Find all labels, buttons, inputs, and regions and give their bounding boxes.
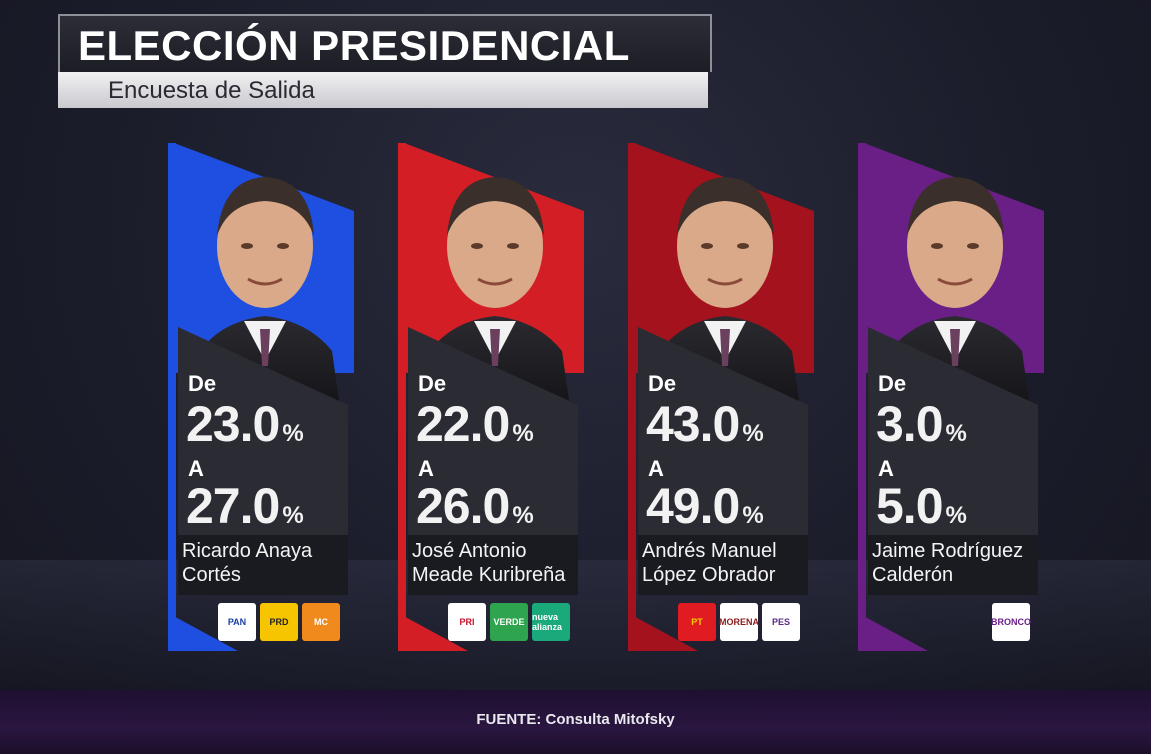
page-title: ELECCIÓN PRESIDENCIAL — [78, 22, 630, 69]
party-logo-icon: BRONCO — [991, 603, 1031, 641]
subtitle-banner: Encuesta de Salida — [58, 72, 708, 108]
candidate-name: Ricardo Anaya Cortés — [182, 540, 313, 586]
name-box — [638, 535, 808, 595]
candidate-card: De 22.0% A 26.0% José Antonio Meade Kurib… — [398, 143, 584, 651]
to-label: A — [188, 456, 204, 481]
party-logo-icon: nueva alianza — [532, 603, 570, 641]
range-low-value: 23.0% — [186, 396, 304, 452]
range-low-value: 3.0% — [876, 396, 967, 452]
range-high-value: 26.0% — [416, 478, 534, 534]
from-label: De — [188, 371, 217, 396]
name-box — [408, 535, 578, 595]
page-subtitle: Encuesta de Salida — [108, 77, 315, 104]
to-label: A — [878, 456, 894, 481]
party-logo-icon: PT — [678, 603, 716, 641]
party-logo-icon: PRD — [260, 603, 298, 641]
party-logo-icon: MC — [302, 603, 340, 641]
party-logo-icon: PES — [762, 603, 800, 641]
range-low-value: 22.0% — [416, 396, 534, 452]
candidate-card: De 23.0% A 27.0% Ricardo Anaya Cortés PAN… — [168, 143, 354, 651]
from-label: De — [648, 371, 677, 396]
party-logo-icon: VERDE — [490, 603, 528, 641]
source-credit: FUENTE: Consulta Mitofsky — [476, 711, 675, 728]
candidate-card: De 3.0% A 5.0% Jaime Rodríguez Calderón B… — [858, 143, 1044, 651]
range-high-value: 27.0% — [186, 478, 304, 534]
title-banner: ELECCIÓN PRESIDENCIAL — [58, 14, 712, 72]
name-box — [868, 535, 1038, 595]
candidate-card: De 43.0% A 49.0% Andrés Manuel López Obra… — [628, 143, 814, 651]
party-logo-icon: PRI — [448, 603, 486, 641]
from-label: De — [418, 371, 447, 396]
footer-bar — [0, 690, 1151, 754]
party-logo-icon: PAN — [218, 603, 256, 641]
candidate-name: Andrés Manuel López Obrador — [642, 540, 777, 586]
range-high-value: 49.0% — [646, 478, 764, 534]
range-low-value: 43.0% — [646, 396, 764, 452]
candidate-name: José Antonio Meade Kuribreña — [412, 540, 566, 586]
to-label: A — [648, 456, 664, 481]
party-logo-icon: MORENA — [719, 603, 759, 641]
from-label: De — [878, 371, 907, 396]
range-high-value: 5.0% — [876, 478, 967, 534]
candidate-name: Jaime Rodríguez Calderón — [872, 540, 1024, 586]
name-box — [178, 535, 348, 595]
to-label: A — [418, 456, 434, 481]
